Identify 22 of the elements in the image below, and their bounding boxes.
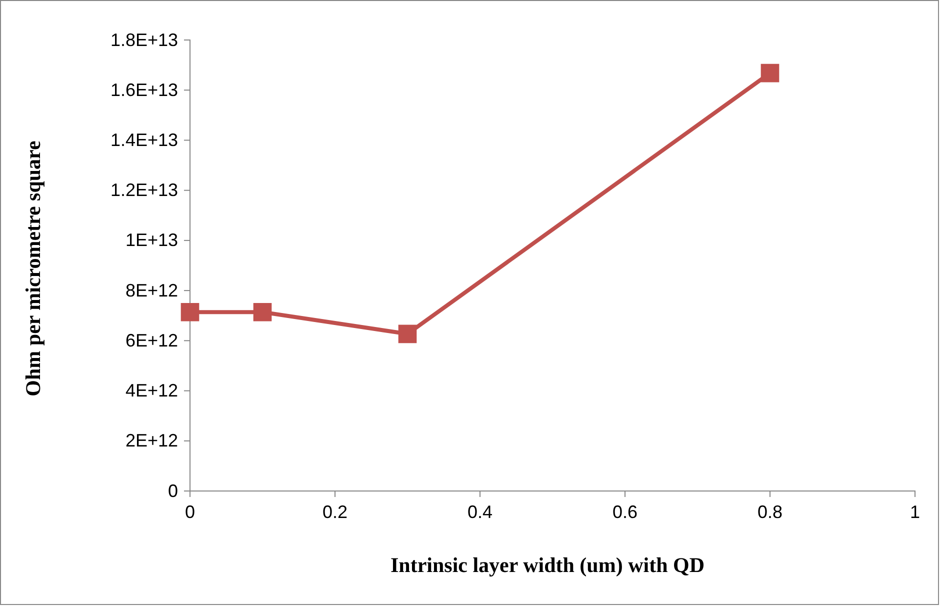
x-axis-title: Intrinsic layer width (um) with QD bbox=[390, 553, 705, 577]
y-tick-label: 4E+12 bbox=[125, 380, 178, 401]
y-tick-label: 0 bbox=[168, 480, 178, 501]
x-tick-label: 0.2 bbox=[322, 502, 348, 522]
point bbox=[398, 324, 417, 344]
y-tick-label: 6E+12 bbox=[125, 330, 178, 350]
y-tick-label: 1.8E+13 bbox=[110, 30, 178, 50]
point bbox=[760, 64, 780, 82]
y-tick-label: 1.4E+13 bbox=[110, 130, 178, 150]
y-axis-title: Ohm per micrometre square bbox=[21, 140, 45, 396]
x-tick-label: 1 bbox=[910, 502, 920, 522]
x-tick-label: 0.8 bbox=[757, 502, 783, 522]
y-tick-label: 8E+12 bbox=[125, 280, 178, 300]
y-tick-label: 1E+13 bbox=[125, 230, 178, 250]
x-tick-label: 0 bbox=[184, 502, 196, 522]
y-tick-label: 2E+12 bbox=[125, 430, 178, 451]
x-tick-label: 0.4 bbox=[467, 502, 493, 522]
y-tick-label: 1.6E+13 bbox=[110, 80, 178, 100]
y-tick-label: 1.2E+13 bbox=[110, 180, 178, 200]
x-tick-label: 0.6 bbox=[612, 502, 638, 522]
point bbox=[180, 302, 200, 322]
point bbox=[253, 302, 272, 322]
